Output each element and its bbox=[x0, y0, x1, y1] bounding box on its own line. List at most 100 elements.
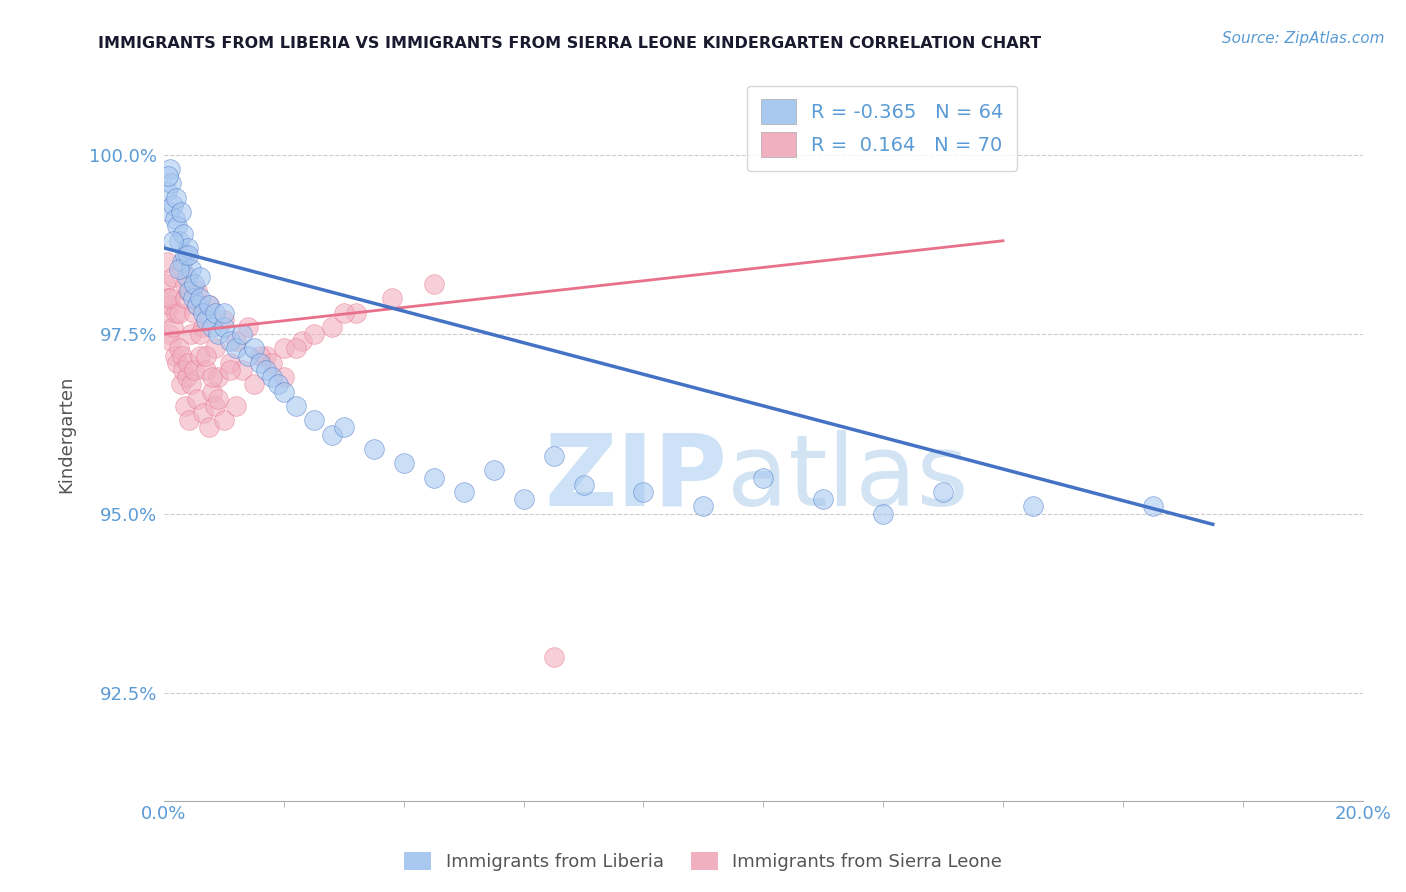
Point bbox=[284, 342, 307, 356]
Point bbox=[155, 305, 177, 319]
Point bbox=[176, 269, 198, 284]
Point bbox=[212, 319, 235, 334]
Point bbox=[333, 305, 356, 319]
Point bbox=[188, 291, 211, 305]
Point bbox=[198, 420, 221, 434]
Y-axis label: Kindergarten: Kindergarten bbox=[58, 376, 75, 493]
Point bbox=[166, 356, 188, 370]
Point bbox=[174, 248, 197, 262]
Point bbox=[219, 363, 242, 377]
Point bbox=[204, 305, 226, 319]
Point bbox=[273, 384, 295, 399]
Point bbox=[633, 485, 655, 500]
Point bbox=[204, 342, 226, 356]
Point bbox=[254, 363, 277, 377]
Point bbox=[381, 291, 404, 305]
Point bbox=[254, 349, 277, 363]
Text: ZIP: ZIP bbox=[544, 430, 727, 527]
Point bbox=[163, 212, 186, 227]
Point bbox=[157, 205, 180, 219]
Point bbox=[181, 291, 204, 305]
Point bbox=[174, 291, 197, 305]
Point bbox=[186, 298, 208, 312]
Point bbox=[752, 470, 775, 484]
Point bbox=[183, 277, 205, 291]
Point bbox=[170, 262, 193, 277]
Point bbox=[191, 305, 214, 319]
Point bbox=[302, 413, 325, 427]
Point bbox=[344, 305, 367, 319]
Point bbox=[159, 298, 181, 312]
Point bbox=[167, 342, 190, 356]
Point bbox=[194, 363, 217, 377]
Point bbox=[180, 327, 202, 342]
Point bbox=[170, 255, 193, 269]
Point bbox=[159, 291, 181, 305]
Point bbox=[231, 327, 253, 342]
Point bbox=[543, 650, 565, 665]
Point bbox=[543, 449, 565, 463]
Point bbox=[212, 413, 235, 427]
Point bbox=[243, 342, 266, 356]
Point bbox=[243, 377, 266, 392]
Point bbox=[201, 319, 224, 334]
Point bbox=[167, 262, 190, 277]
Point bbox=[512, 492, 534, 507]
Point bbox=[180, 377, 202, 392]
Point bbox=[482, 463, 505, 477]
Point bbox=[219, 334, 242, 349]
Point bbox=[260, 370, 283, 384]
Point bbox=[156, 255, 179, 269]
Point bbox=[170, 349, 193, 363]
Point bbox=[333, 420, 356, 434]
Point bbox=[162, 269, 184, 284]
Point bbox=[177, 356, 200, 370]
Point bbox=[186, 298, 208, 312]
Point bbox=[177, 241, 200, 255]
Point bbox=[453, 485, 475, 500]
Point bbox=[162, 234, 184, 248]
Point bbox=[291, 334, 314, 349]
Point bbox=[422, 470, 444, 484]
Point bbox=[194, 312, 217, 326]
Point bbox=[198, 298, 221, 312]
Point bbox=[201, 370, 224, 384]
Point bbox=[167, 305, 190, 319]
Point bbox=[160, 177, 183, 191]
Point bbox=[177, 248, 200, 262]
Point bbox=[162, 319, 184, 334]
Point bbox=[1142, 500, 1164, 514]
Point bbox=[162, 198, 184, 212]
Point bbox=[231, 363, 253, 377]
Point bbox=[260, 356, 283, 370]
Point bbox=[176, 370, 198, 384]
Point bbox=[159, 161, 181, 176]
Point bbox=[219, 356, 242, 370]
Point bbox=[191, 406, 214, 420]
Point bbox=[392, 456, 415, 470]
Point bbox=[166, 219, 188, 234]
Point bbox=[302, 327, 325, 342]
Point bbox=[172, 227, 194, 241]
Point bbox=[198, 298, 221, 312]
Point bbox=[165, 305, 187, 319]
Point bbox=[321, 427, 343, 442]
Point bbox=[236, 319, 259, 334]
Point bbox=[179, 413, 201, 427]
Point bbox=[212, 305, 235, 319]
Point bbox=[174, 277, 197, 291]
Point bbox=[157, 327, 180, 342]
Text: Source: ZipAtlas.com: Source: ZipAtlas.com bbox=[1222, 31, 1385, 46]
Point bbox=[174, 399, 197, 413]
Point bbox=[225, 399, 247, 413]
Point bbox=[156, 291, 179, 305]
Legend: Immigrants from Liberia, Immigrants from Sierra Leone: Immigrants from Liberia, Immigrants from… bbox=[396, 845, 1010, 879]
Point bbox=[572, 478, 595, 492]
Legend: R = -0.365   N = 64, R =  0.164   N = 70: R = -0.365 N = 64, R = 0.164 N = 70 bbox=[747, 86, 1018, 170]
Point bbox=[160, 334, 183, 349]
Point bbox=[188, 269, 211, 284]
Point bbox=[207, 327, 229, 342]
Point bbox=[212, 312, 235, 326]
Point bbox=[188, 327, 211, 342]
Point bbox=[321, 319, 343, 334]
